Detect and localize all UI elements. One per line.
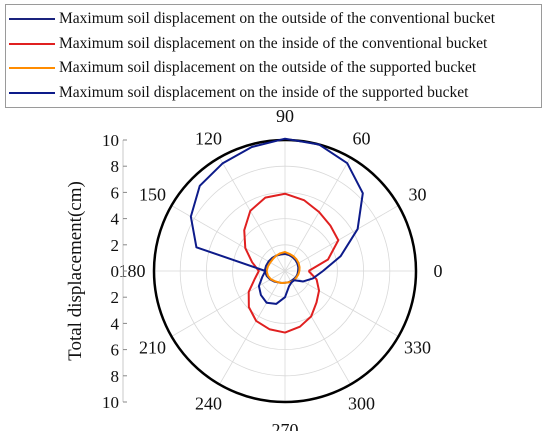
- radial-tick-label: 4: [111, 210, 120, 229]
- angle-label: 240: [195, 394, 222, 414]
- angle-label: 180: [119, 261, 146, 281]
- series-line-4: [189, 137, 364, 305]
- radial-tick-label: 4: [111, 314, 120, 333]
- radial-tick-label: 8: [111, 157, 120, 176]
- grid-spoke: [284, 205, 399, 272]
- angle-label: 210: [139, 338, 166, 358]
- grid-spoke: [219, 270, 286, 385]
- radial-axis: 10 8 6 4 2 0 2 4 6 8 10: [102, 131, 127, 412]
- grid-spoke: [171, 270, 286, 337]
- series-line-2: [243, 192, 340, 334]
- legend-item: Maximum soil displacement on the inside …: [6, 33, 487, 55]
- series-layer: [189, 137, 364, 334]
- angle-label: 120: [195, 128, 222, 148]
- grid-spoke: [284, 157, 351, 272]
- legend-label: Maximum soil displacement on the inside …: [59, 34, 488, 52]
- legend-swatch: [9, 67, 55, 69]
- legend-item: Maximum soil displacement on the outside…: [6, 8, 495, 30]
- angle-label: 150: [139, 185, 166, 205]
- legend-swatch: [9, 91, 55, 94]
- legend-swatch: [9, 18, 55, 20]
- grid-spoke: [284, 270, 351, 385]
- grid-spoke: [219, 157, 286, 272]
- radial-tick-label: 6: [111, 183, 120, 202]
- legend-label: Maximum soil displacement on the outside…: [59, 59, 477, 76]
- angle-label: 60: [353, 128, 371, 148]
- angle-labels: 0 30 60 90 120 150 180 210 240 270 300 330: [119, 106, 443, 431]
- y-axis-title: Total displacement(cm): [65, 181, 86, 361]
- legend-item: Maximum soil displacement on the inside …: [6, 82, 468, 104]
- angle-label: 330: [404, 338, 431, 358]
- angle-label: 30: [409, 185, 427, 205]
- legend-label: Maximum soil displacement on the outside…: [59, 10, 496, 27]
- radial-tick-label: 2: [111, 236, 120, 255]
- legend-label: Maximum soil displacement on the inside …: [59, 83, 469, 101]
- radial-tick-label: 2: [111, 288, 120, 307]
- legend-item: Maximum soil displacement on the outside…: [6, 57, 476, 79]
- angle-label: 0: [434, 261, 443, 281]
- radial-tick-label: 6: [111, 341, 120, 360]
- radial-tick-label: 8: [111, 367, 120, 386]
- angle-label: 90: [276, 106, 294, 126]
- radial-tick-label: 0: [111, 262, 120, 281]
- radial-tick-label: 10: [102, 131, 119, 150]
- legend-swatch: [9, 42, 55, 45]
- radial-tick-label: 10: [102, 393, 119, 412]
- legend: Maximum soil displacement on the outside…: [5, 4, 542, 108]
- angle-label: 300: [348, 394, 375, 414]
- angle-label: 270: [272, 420, 299, 431]
- polar-grid: [152, 138, 418, 404]
- outer-circle: [152, 138, 418, 404]
